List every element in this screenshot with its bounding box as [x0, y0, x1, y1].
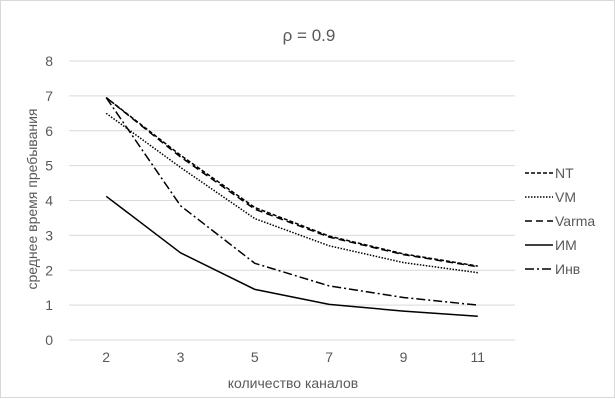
y-tick-label: 7	[45, 88, 53, 104]
x-tick-label: 2	[102, 349, 110, 365]
series-line-1	[105, 112, 478, 274]
x-axis-ticks: 2 3 5 7 9 11	[102, 349, 485, 365]
legend-label: ИМ	[555, 237, 577, 253]
y-tick-label: 0	[45, 332, 53, 348]
y-tick-label: 1	[45, 297, 53, 313]
x-tick-label: 11	[471, 349, 486, 365]
y-tick-label: 5	[45, 158, 53, 174]
x-tick-label: 7	[325, 349, 333, 365]
x-tick-label: 5	[251, 349, 259, 365]
legend-label: NT	[555, 165, 574, 181]
series-line-4	[105, 97, 478, 306]
y-tick-label: 4	[45, 193, 53, 209]
y-tick-label: 6	[45, 123, 53, 139]
legend-label: Инв	[555, 261, 580, 277]
series-line-3	[105, 195, 478, 318]
y-axis-ticks: 0 1 2 3 4 5 6 7 8	[45, 53, 53, 348]
chart-title: ρ = 0.9	[283, 26, 336, 45]
y-tick-label: 2	[45, 262, 53, 278]
series-line-0	[105, 97, 478, 267]
y-tick-label: 3	[45, 227, 53, 243]
y-tick-label: 8	[45, 53, 53, 69]
series-lines	[105, 97, 478, 318]
x-tick-label: 9	[400, 349, 408, 365]
gridlines	[69, 60, 515, 341]
series-line-2	[105, 97, 478, 268]
legend-label: VM	[555, 189, 576, 205]
x-tick-label: 3	[177, 349, 185, 365]
legend-label: Varma	[555, 213, 595, 229]
y-axis-title: среднее время пребывания	[24, 108, 40, 289]
x-axis-title: количество каналов	[228, 375, 358, 391]
legend: NT VM Varma ИМ Инв	[525, 165, 595, 277]
